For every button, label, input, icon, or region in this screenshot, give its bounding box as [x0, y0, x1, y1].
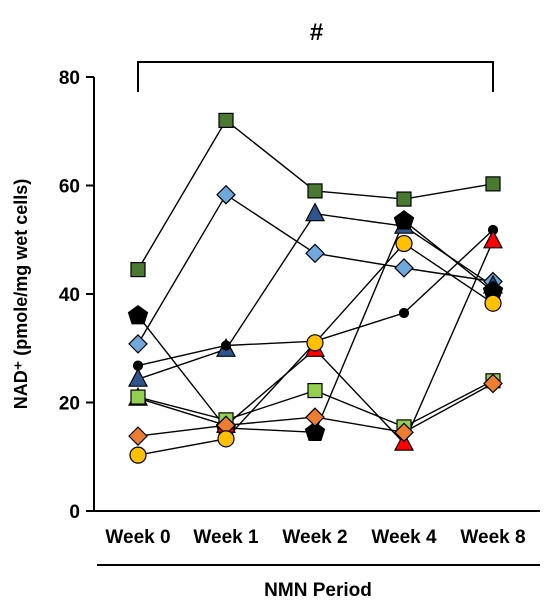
y-tick-label: 20	[59, 394, 80, 415]
data-point	[398, 307, 410, 319]
bracket-line	[137, 61, 494, 92]
data-point	[127, 304, 149, 325]
x-category-label: Week 4	[371, 527, 437, 548]
data-point	[305, 407, 325, 427]
data-point	[395, 234, 413, 253]
y-ticks: 0 20 40 60 80	[59, 68, 94, 523]
data-point	[485, 176, 501, 192]
y-tick-label: 80	[59, 68, 80, 89]
data-point	[130, 261, 146, 278]
data-point	[396, 191, 412, 207]
data-point	[220, 340, 232, 351]
data-point	[305, 202, 325, 222]
x-category-label: Week 0	[105, 527, 170, 548]
x-ticks: Week 0 Week 1 Week 2 Week 4 Week 8	[105, 527, 525, 548]
data-point	[394, 422, 414, 443]
data-point	[217, 430, 235, 448]
data-point	[216, 184, 236, 205]
data-point	[483, 373, 503, 394]
series-lines	[137, 119, 494, 456]
data-point	[130, 389, 146, 405]
data-point	[393, 210, 415, 230]
y-axis-title: NAD⁺ (pmole/mg wet cells)	[11, 179, 31, 410]
data-point	[483, 229, 503, 249]
significance-bracket: #	[137, 19, 494, 92]
y-tick-label: 40	[59, 285, 80, 306]
data-point	[306, 334, 324, 352]
axes	[93, 77, 540, 566]
data-point	[394, 258, 414, 278]
x-category-label: Week 1	[193, 527, 259, 548]
data-point	[305, 243, 325, 264]
data-point	[484, 294, 502, 312]
data-point	[128, 426, 148, 446]
data-point	[128, 367, 148, 387]
series-markers	[127, 112, 504, 464]
x-category-label: Week 2	[282, 527, 347, 548]
data-point	[132, 360, 144, 371]
data-point	[128, 334, 148, 354]
data-point	[307, 382, 323, 399]
data-point	[129, 446, 147, 464]
y-tick-label: 0	[69, 502, 80, 523]
x-axis-title: NMN Period	[264, 580, 372, 601]
data-point	[304, 421, 326, 441]
data-point	[307, 183, 323, 199]
x-category-label: Week 8	[460, 527, 525, 548]
y-tick-label: 60	[59, 177, 80, 198]
significance-mark: #	[310, 19, 323, 46]
data-point	[218, 112, 234, 129]
